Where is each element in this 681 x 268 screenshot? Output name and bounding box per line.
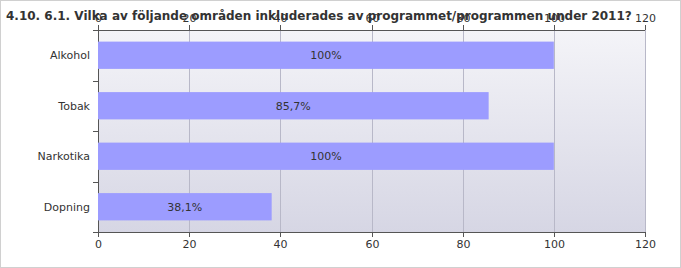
axis-line bbox=[98, 30, 645, 31]
tick-label: 100 bbox=[544, 12, 565, 25]
data-label: 100% bbox=[310, 150, 341, 163]
category-label: Alkohol bbox=[50, 49, 90, 62]
tick-label: 120 bbox=[635, 12, 656, 25]
tick-label: 100 bbox=[544, 238, 565, 251]
bar bbox=[98, 193, 272, 220]
outer-frame bbox=[1, 1, 681, 268]
category-tick bbox=[93, 30, 98, 31]
tick-mark bbox=[463, 25, 464, 30]
chart-svg: 4.10. 6.1. Vilka av följande områden ink… bbox=[0, 0, 681, 268]
tick-label: 80 bbox=[457, 238, 471, 251]
tick-label: 40 bbox=[274, 238, 288, 251]
data-label: 85,7% bbox=[276, 100, 311, 113]
tick-label: 60 bbox=[366, 12, 380, 25]
plot-background bbox=[98, 30, 645, 232]
tick-label: 60 bbox=[366, 238, 380, 251]
tick-label: 0 bbox=[95, 12, 102, 25]
data-label: 100% bbox=[310, 49, 341, 62]
chart-container: 4.10. 6.1. Vilka av följande områden ink… bbox=[0, 0, 681, 268]
tick-label: 0 bbox=[95, 238, 102, 251]
tick-mark bbox=[98, 25, 99, 30]
axis-line bbox=[98, 232, 645, 233]
labels: Alkohol 100% Tobak 85,7% Narkotika 100% Dopnin… bbox=[38, 49, 342, 214]
category-label: Tobak bbox=[57, 100, 90, 113]
bar bbox=[98, 92, 489, 119]
tick-mark bbox=[189, 25, 190, 30]
category-tick bbox=[93, 131, 98, 132]
data-label: 38,1% bbox=[167, 201, 202, 214]
grid-line bbox=[645, 30, 646, 232]
tick-mark bbox=[554, 25, 555, 30]
tick-label: 40 bbox=[274, 12, 288, 25]
category-tick bbox=[93, 232, 98, 233]
bar bbox=[98, 143, 554, 170]
category-tick bbox=[93, 81, 98, 82]
tick-mark bbox=[645, 232, 646, 237]
category-label: Dopning bbox=[44, 201, 90, 214]
bar bbox=[98, 42, 554, 69]
category-tick bbox=[93, 182, 98, 183]
bars bbox=[98, 42, 554, 221]
tick-label: 120 bbox=[635, 238, 656, 251]
tick-label: 20 bbox=[183, 12, 197, 25]
tick-label: 80 bbox=[457, 12, 471, 25]
tick-label: 20 bbox=[183, 238, 197, 251]
grid-line bbox=[554, 30, 555, 232]
tick-mark bbox=[372, 25, 373, 30]
tick-mark bbox=[645, 25, 646, 30]
tick-mark bbox=[280, 25, 281, 30]
category-label: Narkotika bbox=[38, 150, 91, 163]
